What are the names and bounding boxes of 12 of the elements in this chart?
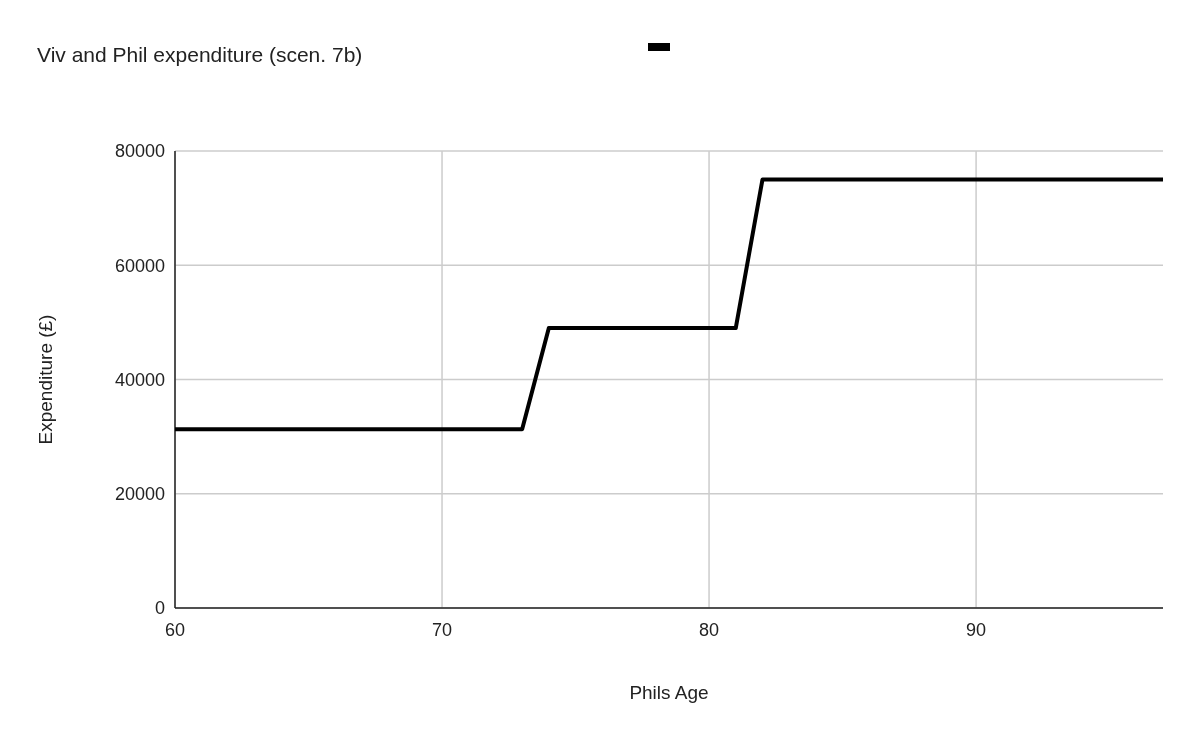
y-axis-title: Expenditure (£) [35,314,56,445]
x-tick-label: 70 [432,620,453,640]
x-tick-label: 80 [699,620,720,640]
y-tick-label: 40000 [114,369,165,390]
y-tick-label: 0 [154,598,165,619]
x-tick-label: 90 [966,620,987,640]
x-tick-label: 60 [164,620,186,640]
y-tick-label: 20000 [114,484,165,505]
y-tick-label: 60000 [114,255,165,276]
y-tick-label: 80000 [114,141,165,162]
chart-title: Viv and Phil expenditure (scen. 7b) [37,43,363,66]
x-axis-title: Phils Age [629,682,709,703]
